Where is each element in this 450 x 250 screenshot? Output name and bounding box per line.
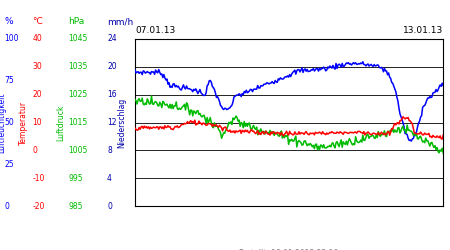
- Text: 10: 10: [32, 118, 42, 127]
- Text: 8: 8: [107, 146, 112, 155]
- Text: 995: 995: [68, 174, 83, 183]
- Text: 50: 50: [4, 118, 14, 127]
- Text: 0: 0: [32, 146, 37, 155]
- Text: Niederschlag: Niederschlag: [117, 97, 126, 148]
- Text: Luftdruck: Luftdruck: [56, 104, 65, 141]
- Text: Luftfeuchtigkeit: Luftfeuchtigkeit: [0, 92, 7, 153]
- Text: 4: 4: [107, 174, 112, 183]
- Text: 20: 20: [107, 62, 117, 71]
- Text: 40: 40: [32, 34, 42, 43]
- Text: 0: 0: [4, 202, 9, 211]
- Text: 100: 100: [4, 34, 19, 43]
- Text: Temperatur: Temperatur: [19, 100, 28, 144]
- Text: 13.01.13: 13.01.13: [403, 26, 443, 36]
- Text: 0: 0: [107, 202, 112, 211]
- Text: 24: 24: [107, 34, 117, 43]
- Text: 20: 20: [32, 90, 42, 99]
- Text: hPa: hPa: [68, 17, 85, 26]
- Text: 1045: 1045: [68, 34, 88, 43]
- Text: -10: -10: [32, 174, 45, 183]
- Text: 25: 25: [4, 160, 14, 169]
- Text: 1005: 1005: [68, 146, 88, 155]
- Text: Erstellt: 18.01.2013 22:10: Erstellt: 18.01.2013 22:10: [239, 249, 339, 250]
- Text: %: %: [4, 17, 13, 26]
- Text: 12: 12: [107, 118, 117, 127]
- Text: 985: 985: [68, 202, 83, 211]
- Text: 1025: 1025: [68, 90, 88, 99]
- Text: 30: 30: [32, 62, 42, 71]
- Text: 07.01.13: 07.01.13: [135, 26, 175, 36]
- Text: -20: -20: [32, 202, 45, 211]
- Text: 1015: 1015: [68, 118, 88, 127]
- Text: 16: 16: [107, 90, 117, 99]
- Text: 75: 75: [4, 76, 14, 85]
- Text: mm/h: mm/h: [107, 17, 133, 26]
- Text: °C: °C: [32, 17, 43, 26]
- Text: 1035: 1035: [68, 62, 88, 71]
